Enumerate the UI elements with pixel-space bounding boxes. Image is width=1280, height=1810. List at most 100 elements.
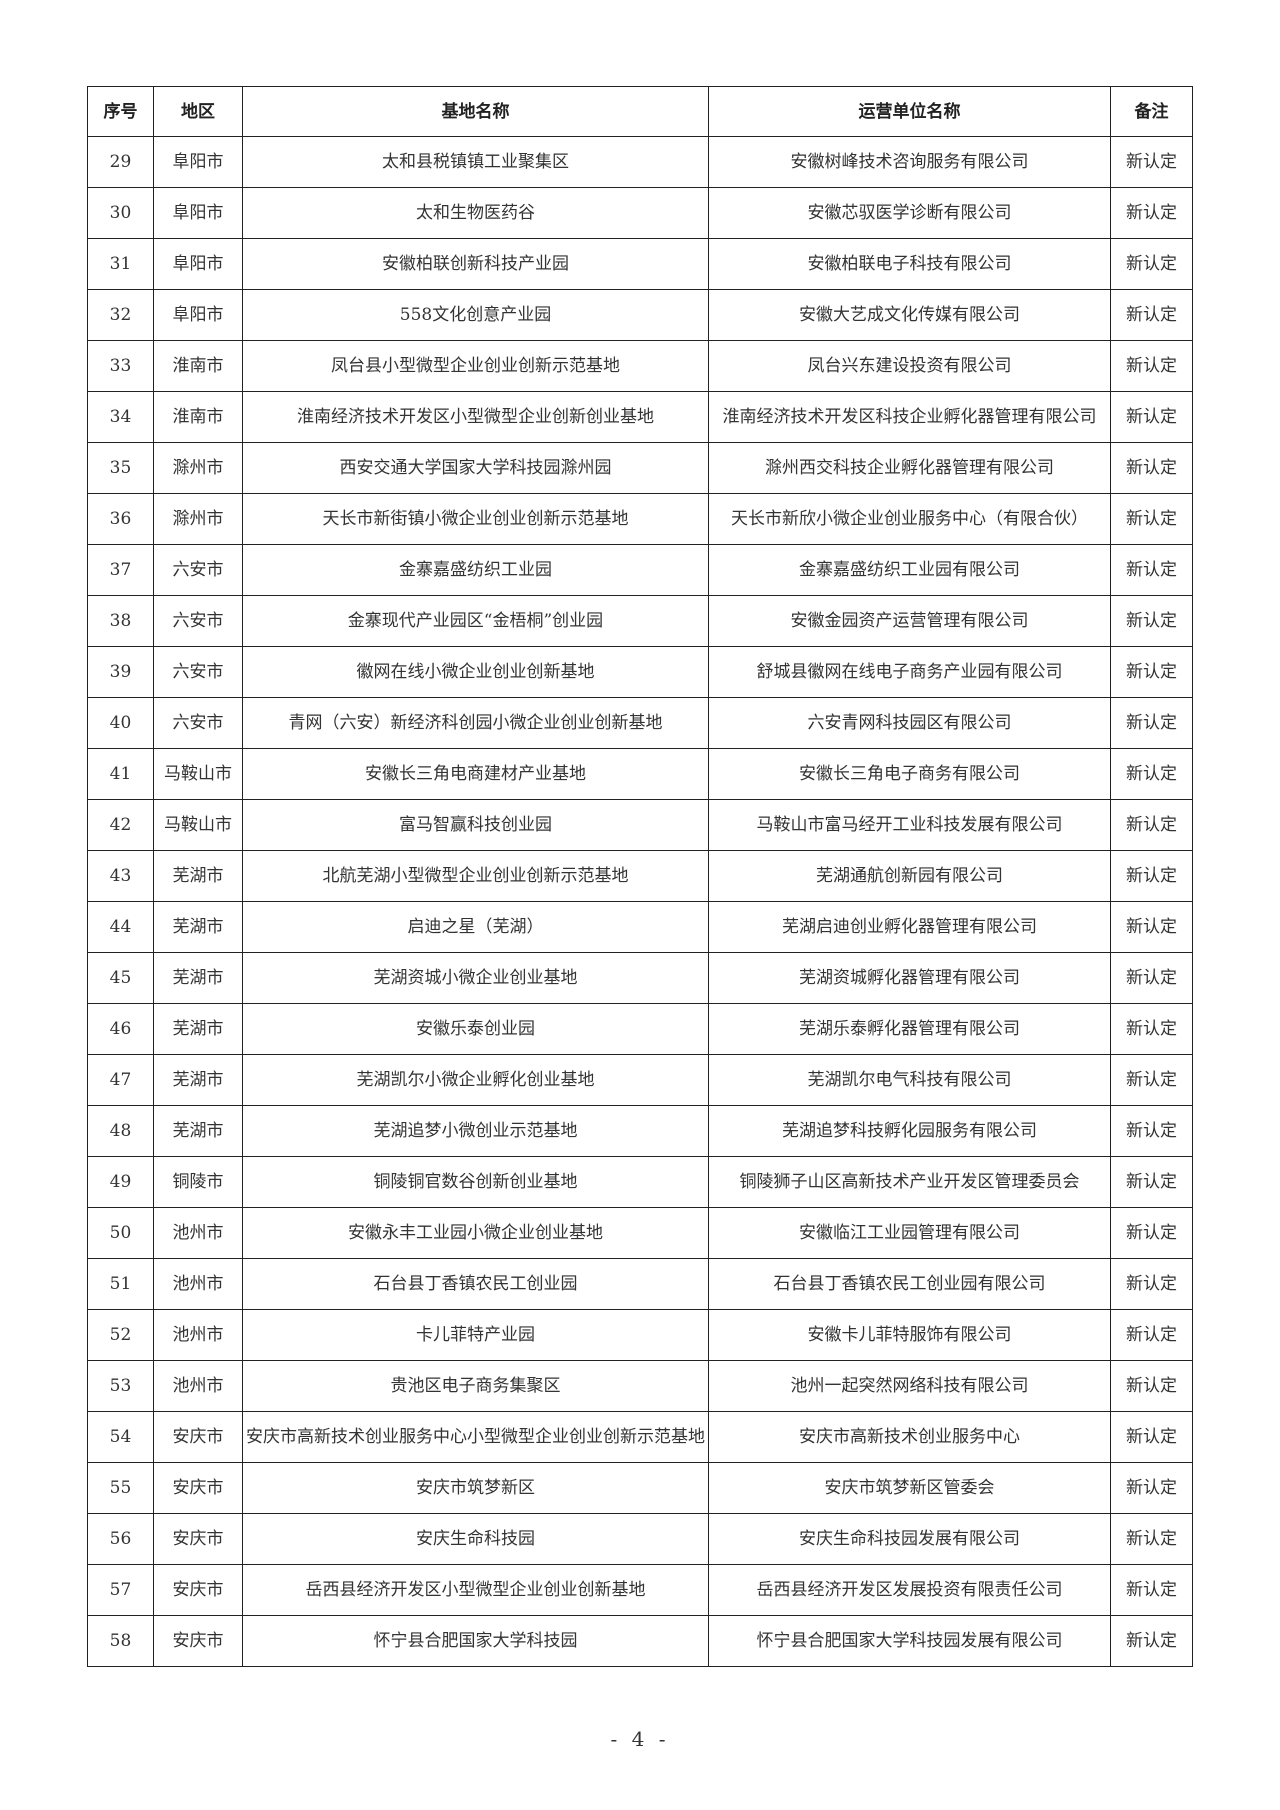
cell-operator: 安徽卡儿菲特服饰有限公司 bbox=[708, 1309, 1111, 1361]
cell-remark: 新认定 bbox=[1110, 442, 1193, 494]
cell-base-name: 安徽永丰工业园小微企业创业基地 bbox=[242, 1207, 709, 1259]
cell-index: 49 bbox=[87, 1156, 154, 1208]
cell-base-name: 安庆生命科技园 bbox=[242, 1513, 709, 1565]
cell-operator: 安徽临江工业园管理有限公司 bbox=[708, 1207, 1111, 1259]
table-row: 38 六安市 金寨现代产业园区“金梧桐”创业园 安徽金园资产运营管理有限公司 新认定 bbox=[87, 595, 1193, 647]
cell-index: 33 bbox=[87, 340, 154, 392]
cell-base-name: 西安交通大学国家大学科技园滁州园 bbox=[242, 442, 709, 494]
cell-base-name: 558文化创意产业园 bbox=[242, 289, 709, 341]
cell-index: 31 bbox=[87, 238, 154, 290]
table-row: 45 芜湖市 芜湖资城小微企业创业基地 芜湖资城孵化器管理有限公司 新认定 bbox=[87, 952, 1193, 1004]
cell-index: 48 bbox=[87, 1105, 154, 1157]
cell-base-name: 芜湖凯尔小微企业孵化创业基地 bbox=[242, 1054, 709, 1106]
cell-remark: 新认定 bbox=[1110, 1615, 1193, 1667]
cell-base-name: 铜陵铜官数谷创新创业基地 bbox=[242, 1156, 709, 1208]
cell-region: 淮南市 bbox=[153, 340, 243, 392]
cell-remark: 新认定 bbox=[1110, 1207, 1193, 1259]
cell-index: 52 bbox=[87, 1309, 154, 1361]
cell-operator: 淮南经济技术开发区科技企业孵化器管理有限公司 bbox=[708, 391, 1111, 443]
cell-index: 30 bbox=[87, 187, 154, 239]
cell-operator: 天长市新欣小微企业创业服务中心（有限合伙） bbox=[708, 493, 1111, 545]
cell-remark: 新认定 bbox=[1110, 697, 1193, 749]
cell-base-name: 安庆市高新技术创业服务中心小型微型企业创业创新示范基地 bbox=[242, 1411, 709, 1463]
cell-index: 39 bbox=[87, 646, 154, 698]
cell-base-name: 贵池区电子商务集聚区 bbox=[242, 1360, 709, 1412]
cell-operator: 安徽芯驭医学诊断有限公司 bbox=[708, 187, 1111, 239]
cell-index: 44 bbox=[87, 901, 154, 953]
cell-remark: 新认定 bbox=[1110, 1462, 1193, 1514]
cell-index: 53 bbox=[87, 1360, 154, 1412]
cell-remark: 新认定 bbox=[1110, 340, 1193, 392]
table-row: 41 马鞍山市 安徽长三角电商建材产业基地 安徽长三角电子商务有限公司 新认定 bbox=[87, 748, 1193, 800]
page-number: - 4 - bbox=[610, 1727, 670, 1751]
cell-index: 43 bbox=[87, 850, 154, 902]
cell-region: 芜湖市 bbox=[153, 1054, 243, 1106]
cell-index: 34 bbox=[87, 391, 154, 443]
cell-region: 池州市 bbox=[153, 1309, 243, 1361]
table-row: 42 马鞍山市 富马智赢科技创业园 马鞍山市富马经开工业科技发展有限公司 新认定 bbox=[87, 799, 1193, 851]
cell-remark: 新认定 bbox=[1110, 1309, 1193, 1361]
cell-index: 35 bbox=[87, 442, 154, 494]
table-row: 32 阜阳市 558文化创意产业园 安徽大艺成文化传媒有限公司 新认定 bbox=[87, 289, 1193, 341]
cell-region: 铜陵市 bbox=[153, 1156, 243, 1208]
table-row: 49 铜陵市 铜陵铜官数谷创新创业基地 铜陵狮子山区高新技术产业开发区管理委员会 新认定 bbox=[87, 1156, 1193, 1208]
table-row: 34 淮南市 淮南经济技术开发区小型微型企业创新创业基地 淮南经济技术开发区科技企业孵… bbox=[87, 391, 1193, 443]
cell-base-name: 青网（六安）新经济科创园小微企业创业创新基地 bbox=[242, 697, 709, 749]
header-region: 地区 bbox=[153, 86, 243, 137]
cell-operator: 芜湖追梦科技孵化园服务有限公司 bbox=[708, 1105, 1111, 1157]
cell-remark: 新认定 bbox=[1110, 1003, 1193, 1055]
cell-region: 池州市 bbox=[153, 1258, 243, 1310]
cell-region: 池州市 bbox=[153, 1207, 243, 1259]
cell-remark: 新认定 bbox=[1110, 646, 1193, 698]
cell-region: 芜湖市 bbox=[153, 1105, 243, 1157]
table-row: 57 安庆市 岳西县经济开发区小型微型企业创业创新基地 岳西县经济开发区发展投资有限责… bbox=[87, 1564, 1193, 1616]
cell-remark: 新认定 bbox=[1110, 799, 1193, 851]
table-row: 56 安庆市 安庆生命科技园 安庆生命科技园发展有限公司 新认定 bbox=[87, 1513, 1193, 1565]
table-row: 31 阜阳市 安徽柏联创新科技产业园 安徽柏联电子科技有限公司 新认定 bbox=[87, 238, 1193, 290]
table-row: 54 安庆市 安庆市高新技术创业服务中心小型微型企业创业创新示范基地 安庆市高新技术创… bbox=[87, 1411, 1193, 1463]
cell-operator: 安徽柏联电子科技有限公司 bbox=[708, 238, 1111, 290]
cell-index: 32 bbox=[87, 289, 154, 341]
table-row: 46 芜湖市 安徽乐泰创业园 芜湖乐泰孵化器管理有限公司 新认定 bbox=[87, 1003, 1193, 1055]
cell-region: 阜阳市 bbox=[153, 187, 243, 239]
cell-region: 芜湖市 bbox=[153, 952, 243, 1004]
cell-region: 安庆市 bbox=[153, 1462, 243, 1514]
cell-remark: 新认定 bbox=[1110, 1054, 1193, 1106]
cell-region: 马鞍山市 bbox=[153, 799, 243, 851]
cell-operator: 金寨嘉盛纺织工业园有限公司 bbox=[708, 544, 1111, 596]
cell-base-name: 太和生物医药谷 bbox=[242, 187, 709, 239]
cell-remark: 新认定 bbox=[1110, 595, 1193, 647]
cell-operator: 芜湖资城孵化器管理有限公司 bbox=[708, 952, 1111, 1004]
cell-region: 阜阳市 bbox=[153, 238, 243, 290]
table-header-row: 序号 地区 基地名称 运营单位名称 备注 bbox=[87, 86, 1193, 137]
cell-operator: 芜湖乐泰孵化器管理有限公司 bbox=[708, 1003, 1111, 1055]
table-row: 30 阜阳市 太和生物医药谷 安徽芯驭医学诊断有限公司 新认定 bbox=[87, 187, 1193, 239]
cell-operator: 芜湖启迪创业孵化器管理有限公司 bbox=[708, 901, 1111, 953]
cell-operator: 滁州西交科技企业孵化器管理有限公司 bbox=[708, 442, 1111, 494]
header-operator: 运营单位名称 bbox=[708, 86, 1111, 137]
cell-remark: 新认定 bbox=[1110, 1564, 1193, 1616]
cell-index: 51 bbox=[87, 1258, 154, 1310]
cell-base-name: 太和县税镇镇工业聚集区 bbox=[242, 136, 709, 188]
cell-remark: 新认定 bbox=[1110, 1513, 1193, 1565]
cell-base-name: 安庆市筑梦新区 bbox=[242, 1462, 709, 1514]
cell-index: 56 bbox=[87, 1513, 154, 1565]
cell-index: 38 bbox=[87, 595, 154, 647]
cell-operator: 安徽长三角电子商务有限公司 bbox=[708, 748, 1111, 800]
cell-region: 马鞍山市 bbox=[153, 748, 243, 800]
table-row: 58 安庆市 怀宁县合肥国家大学科技园 怀宁县合肥国家大学科技园发展有限公司 新认定 bbox=[87, 1615, 1193, 1667]
cell-region: 池州市 bbox=[153, 1360, 243, 1412]
cell-region: 六安市 bbox=[153, 646, 243, 698]
table-row: 37 六安市 金寨嘉盛纺织工业园 金寨嘉盛纺织工业园有限公司 新认定 bbox=[87, 544, 1193, 596]
cell-index: 42 bbox=[87, 799, 154, 851]
cell-operator: 舒城县徽网在线电子商务产业园有限公司 bbox=[708, 646, 1111, 698]
cell-base-name: 安徽长三角电商建材产业基地 bbox=[242, 748, 709, 800]
cell-remark: 新认定 bbox=[1110, 850, 1193, 902]
cell-region: 淮南市 bbox=[153, 391, 243, 443]
cell-operator: 安徽大艺成文化传媒有限公司 bbox=[708, 289, 1111, 341]
table-row: 40 六安市 青网（六安）新经济科创园小微企业创业创新基地 六安青网科技园区有限公司新… bbox=[87, 697, 1193, 749]
table-row: 39 六安市 徽网在线小微企业创业创新基地 舒城县徽网在线电子商务产业园有限公司 新认定 bbox=[87, 646, 1193, 698]
cell-index: 55 bbox=[87, 1462, 154, 1514]
cell-region: 安庆市 bbox=[153, 1615, 243, 1667]
table-row: 52 池州市 卡儿菲特产业园 安徽卡儿菲特服饰有限公司 新认定 bbox=[87, 1309, 1193, 1361]
